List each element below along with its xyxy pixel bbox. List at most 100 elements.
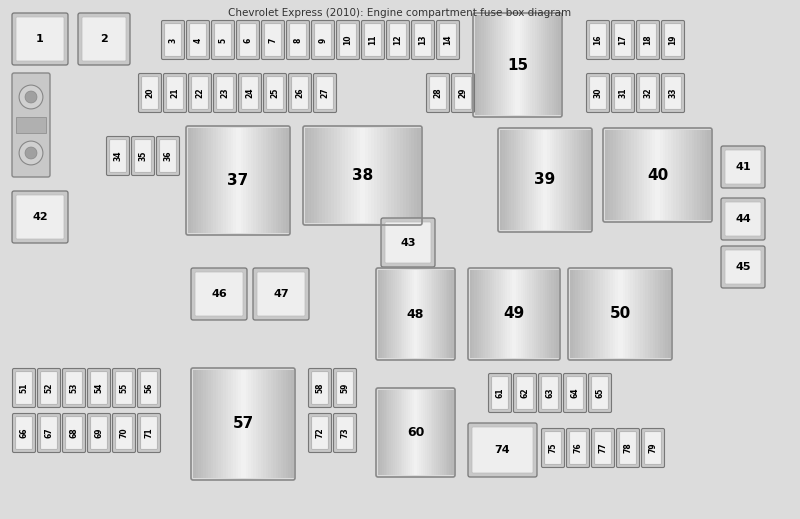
Bar <box>398 270 401 358</box>
Bar <box>208 370 211 478</box>
Bar <box>346 128 349 223</box>
Bar <box>322 128 326 223</box>
FancyBboxPatch shape <box>590 24 606 56</box>
Bar <box>255 128 258 233</box>
Bar <box>647 270 650 358</box>
FancyBboxPatch shape <box>38 368 61 407</box>
FancyBboxPatch shape <box>542 429 565 468</box>
Bar <box>477 15 480 115</box>
Bar <box>421 270 423 358</box>
Bar <box>213 128 216 233</box>
Text: 2: 2 <box>100 34 108 44</box>
FancyBboxPatch shape <box>314 74 337 113</box>
Bar <box>478 270 482 358</box>
Bar <box>530 15 533 115</box>
FancyBboxPatch shape <box>166 77 183 110</box>
FancyBboxPatch shape <box>662 20 685 60</box>
Text: 78: 78 <box>623 443 633 454</box>
FancyBboxPatch shape <box>190 24 206 56</box>
FancyBboxPatch shape <box>12 191 68 243</box>
Bar <box>488 270 490 358</box>
Bar <box>532 15 535 115</box>
Text: 24: 24 <box>246 88 254 98</box>
Bar <box>314 128 317 223</box>
FancyBboxPatch shape <box>165 24 182 56</box>
FancyBboxPatch shape <box>385 222 431 263</box>
Bar <box>642 130 645 220</box>
FancyBboxPatch shape <box>238 74 262 113</box>
Text: 41: 41 <box>735 162 751 172</box>
Bar <box>502 130 505 230</box>
Bar <box>602 270 606 358</box>
Bar <box>583 130 586 230</box>
Bar <box>442 270 444 358</box>
Bar <box>509 130 512 230</box>
Bar <box>419 390 422 475</box>
Bar <box>518 270 521 358</box>
Bar <box>697 130 700 220</box>
Bar <box>523 270 526 358</box>
Bar <box>634 130 637 220</box>
Text: 23: 23 <box>221 88 230 98</box>
Bar <box>246 370 249 478</box>
Bar <box>201 128 203 233</box>
Bar <box>516 130 518 230</box>
Bar <box>561 130 563 230</box>
Bar <box>206 370 209 478</box>
Bar <box>436 270 438 358</box>
Bar <box>450 390 452 475</box>
Bar <box>578 270 581 358</box>
Bar <box>434 270 437 358</box>
FancyBboxPatch shape <box>592 377 608 409</box>
FancyBboxPatch shape <box>614 77 631 110</box>
Bar <box>655 270 658 358</box>
FancyBboxPatch shape <box>191 268 247 320</box>
Text: 26: 26 <box>295 88 305 98</box>
Bar <box>681 130 684 220</box>
Bar <box>551 270 554 358</box>
Bar <box>627 270 630 358</box>
Text: 65: 65 <box>595 388 605 398</box>
Bar <box>578 130 582 230</box>
Bar <box>514 270 517 358</box>
Bar <box>676 130 679 220</box>
Bar <box>221 370 223 478</box>
Bar <box>492 270 494 358</box>
Text: 16: 16 <box>594 35 602 45</box>
Bar <box>317 128 320 223</box>
Text: 32: 32 <box>643 88 653 98</box>
Bar <box>391 270 394 358</box>
Bar <box>547 270 550 358</box>
Bar <box>545 270 547 358</box>
Bar <box>496 270 499 358</box>
Bar <box>190 128 194 233</box>
Bar <box>391 390 394 475</box>
FancyBboxPatch shape <box>472 427 533 473</box>
Bar <box>525 270 528 358</box>
Bar <box>586 130 588 230</box>
Bar <box>434 390 437 475</box>
Bar <box>266 128 269 233</box>
Bar <box>409 128 412 223</box>
FancyBboxPatch shape <box>110 140 126 172</box>
FancyBboxPatch shape <box>16 372 32 404</box>
Bar <box>334 128 337 223</box>
Bar <box>354 128 358 223</box>
FancyBboxPatch shape <box>489 374 511 413</box>
FancyBboxPatch shape <box>138 368 161 407</box>
Bar <box>613 270 615 358</box>
Bar <box>518 130 521 230</box>
FancyBboxPatch shape <box>492 377 508 409</box>
Bar <box>258 370 261 478</box>
Bar <box>411 128 414 223</box>
Text: 66: 66 <box>19 428 29 438</box>
FancyBboxPatch shape <box>214 74 237 113</box>
Text: 62: 62 <box>521 388 530 398</box>
Bar <box>213 370 216 478</box>
FancyBboxPatch shape <box>242 77 258 110</box>
Bar <box>432 270 434 358</box>
Bar <box>662 130 666 220</box>
FancyBboxPatch shape <box>160 140 176 172</box>
Bar <box>210 128 214 233</box>
Text: 64: 64 <box>570 388 579 398</box>
